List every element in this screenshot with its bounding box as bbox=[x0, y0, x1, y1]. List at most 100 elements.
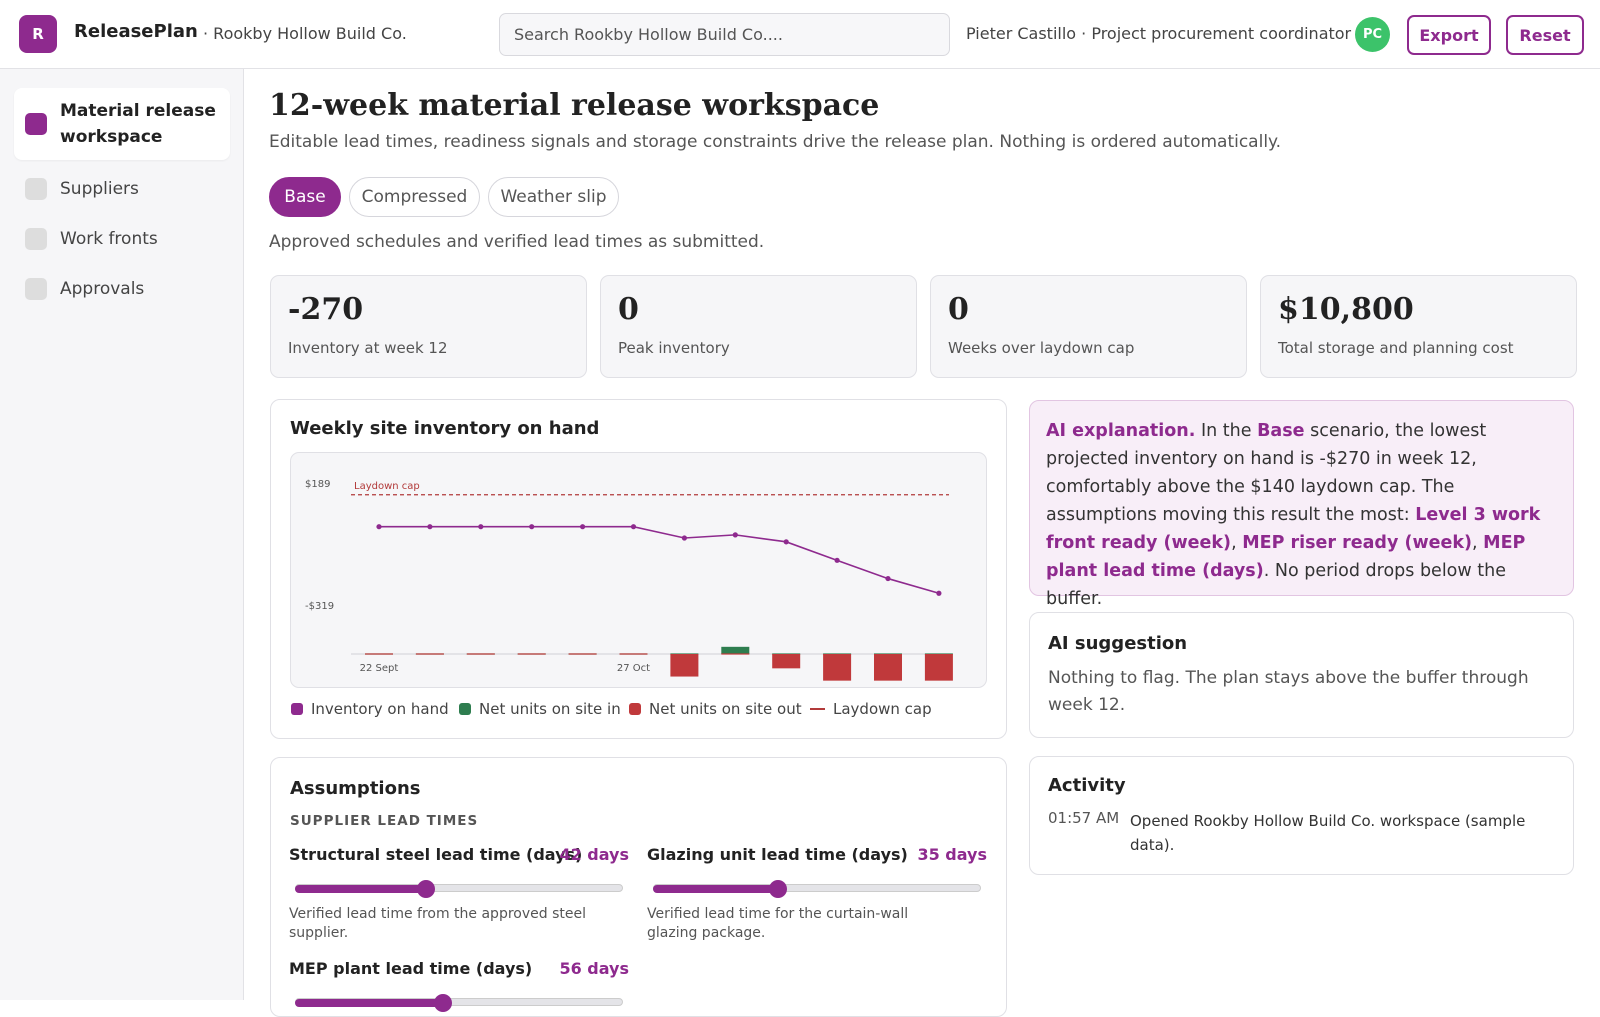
bar bbox=[466, 653, 495, 655]
explanation-text: Base bbox=[1257, 421, 1305, 441]
line-point bbox=[376, 524, 382, 530]
nav-icon bbox=[25, 113, 47, 135]
explanation-text: MEP plant lead time (days) bbox=[1046, 533, 1526, 581]
nav-label: Material release workspace bbox=[60, 101, 216, 147]
legend-item: Laydown cap bbox=[810, 700, 932, 718]
kpi-value: -270 bbox=[288, 292, 364, 327]
kpi-card: 0 Peak inventory bbox=[600, 275, 917, 378]
legend-item: Net units on site out bbox=[629, 700, 802, 718]
slider-fill bbox=[653, 885, 778, 893]
kpi-label: Inventory at week 12 bbox=[288, 339, 448, 357]
reset-button[interactable]: Reset bbox=[1506, 15, 1584, 55]
bar bbox=[721, 653, 750, 655]
legend-label: Inventory on hand bbox=[311, 700, 449, 718]
user-name: Pieter Castillo · Project procurement co… bbox=[966, 24, 1352, 43]
legend-swatch bbox=[810, 708, 825, 710]
slider-thumb[interactable] bbox=[417, 880, 436, 898]
activity-time: 01:57 AM bbox=[1048, 809, 1120, 827]
slider-value: 35 days bbox=[917, 845, 987, 864]
nav-label: Work fronts bbox=[60, 229, 158, 249]
suggestion-title: AI suggestion bbox=[1048, 633, 1188, 654]
app-name: ReleasePlan bbox=[74, 21, 198, 42]
kpi-value: 0 bbox=[948, 292, 969, 327]
slider-label: Glazing unit lead time (days) bbox=[647, 845, 908, 864]
explanation-text: scenario, the lowest projected inventory… bbox=[1046, 421, 1487, 525]
line-point bbox=[681, 535, 687, 541]
legend-swatch bbox=[629, 703, 641, 715]
scenario-pill[interactable]: Base bbox=[269, 177, 341, 217]
line-point bbox=[732, 532, 738, 538]
nav-icon bbox=[25, 178, 47, 200]
nav-item[interactable]: Suppliers bbox=[14, 167, 230, 211]
line-point bbox=[529, 524, 535, 530]
activity-list: 01:57 AM Opened Rookby Hollow Build Co. w… bbox=[1048, 809, 1558, 859]
line-point bbox=[478, 524, 484, 530]
explanation-text: AI explanation. bbox=[1046, 421, 1196, 441]
slider-note: Verified lead time for the curtain-wall … bbox=[647, 906, 909, 941]
kpi-label: Weeks over laydown cap bbox=[948, 339, 1135, 357]
x-tick-label: 27 Oct bbox=[617, 663, 650, 674]
avatar[interactable]: PC bbox=[1355, 17, 1390, 52]
ai-suggestion: AI suggestion Nothing to flag. The plan … bbox=[1029, 612, 1574, 738]
line-point bbox=[427, 524, 433, 530]
slider-thumb[interactable] bbox=[768, 880, 787, 898]
suggestion-text: Nothing to flag. The plan stays above th… bbox=[1048, 668, 1529, 715]
slider-fill bbox=[295, 999, 444, 1007]
bar bbox=[568, 653, 597, 655]
nav-icon bbox=[25, 278, 47, 300]
assumptions-title: Assumptions bbox=[290, 778, 421, 799]
chart-area: $189 -$319 Laydown cap 22 Sept 27 Oct bbox=[290, 452, 987, 688]
explanation-text: , bbox=[1472, 533, 1484, 553]
legend-item: Net units on site in bbox=[459, 700, 621, 718]
slider-value: 56 days bbox=[559, 959, 629, 978]
bar bbox=[772, 654, 801, 669]
bar bbox=[365, 653, 393, 655]
activity-row: 01:57 AM Opened Rookby Hollow Build Co. w… bbox=[1048, 809, 1558, 859]
bar bbox=[874, 654, 902, 681]
sidebar: Material release workspace Suppliers Work … bbox=[0, 69, 244, 1000]
ai-explanation: AI explanation. In the Base scenario, th… bbox=[1029, 400, 1574, 609]
explanation-text: MEP riser ready (week) bbox=[1242, 533, 1473, 553]
bar bbox=[721, 646, 750, 654]
chart: $189 -$319 Laydown cap 22 Sept 27 Oct bbox=[305, 479, 953, 681]
kpi-card: $10,800 Total storage and planning cost bbox=[1260, 275, 1577, 378]
search-box[interactable]: Search Rookby Hollow Build Co.... bbox=[499, 13, 950, 56]
activity-text: Opened Rookby Hollow Build Co. workspace… bbox=[1130, 812, 1526, 854]
explanation-text: Level 3 work front ready (week) bbox=[1046, 505, 1541, 553]
scenario-pill[interactable]: Compressed bbox=[349, 177, 480, 217]
section-label: SUPPLIER LEAD TIMES bbox=[290, 813, 479, 829]
page-title: 12-week material release workspace bbox=[269, 88, 880, 123]
explanation-text: In the bbox=[1195, 421, 1258, 441]
kpi-card: 0 Weeks over laydown cap bbox=[930, 275, 1247, 378]
line-point bbox=[885, 575, 891, 582]
legend-swatch bbox=[459, 703, 471, 715]
logo: R bbox=[19, 15, 57, 53]
line-series bbox=[379, 525, 940, 595]
slider-thumb[interactable] bbox=[434, 994, 453, 1012]
slider-fill bbox=[295, 885, 427, 893]
kpi-value: $10,800 bbox=[1278, 292, 1414, 327]
nav-item[interactable]: Material release workspace bbox=[14, 88, 230, 160]
slider-label: Structural steel lead time (days) bbox=[289, 845, 583, 864]
nav-item[interactable]: Approvals bbox=[14, 267, 230, 311]
nav-item[interactable]: Work fronts bbox=[14, 217, 230, 261]
bar bbox=[517, 653, 546, 655]
slider-label: MEP plant lead time (days) bbox=[289, 959, 533, 978]
scenario-pill[interactable]: Weather slip bbox=[488, 177, 619, 217]
line-point bbox=[580, 524, 586, 530]
activity-card: Activity 01:57 AM Opened Rookby Hollow Bu… bbox=[1029, 756, 1574, 875]
kpi-card: -270 Inventory at week 12 bbox=[270, 275, 587, 378]
bar bbox=[619, 653, 648, 655]
slider-value: 42 days bbox=[559, 845, 629, 864]
line-point bbox=[834, 557, 840, 563]
legend-label: Laydown cap bbox=[833, 700, 932, 718]
y-tick-label: $189 bbox=[305, 479, 330, 490]
chart-title: Weekly site inventory on hand bbox=[290, 418, 600, 439]
bar bbox=[924, 654, 953, 681]
kpi-value: 0 bbox=[618, 292, 639, 327]
legend-item: Inventory on hand bbox=[291, 700, 449, 718]
export-button[interactable]: Export bbox=[1407, 15, 1491, 55]
line-point bbox=[783, 539, 789, 545]
kpi-label: Peak inventory bbox=[618, 339, 730, 357]
